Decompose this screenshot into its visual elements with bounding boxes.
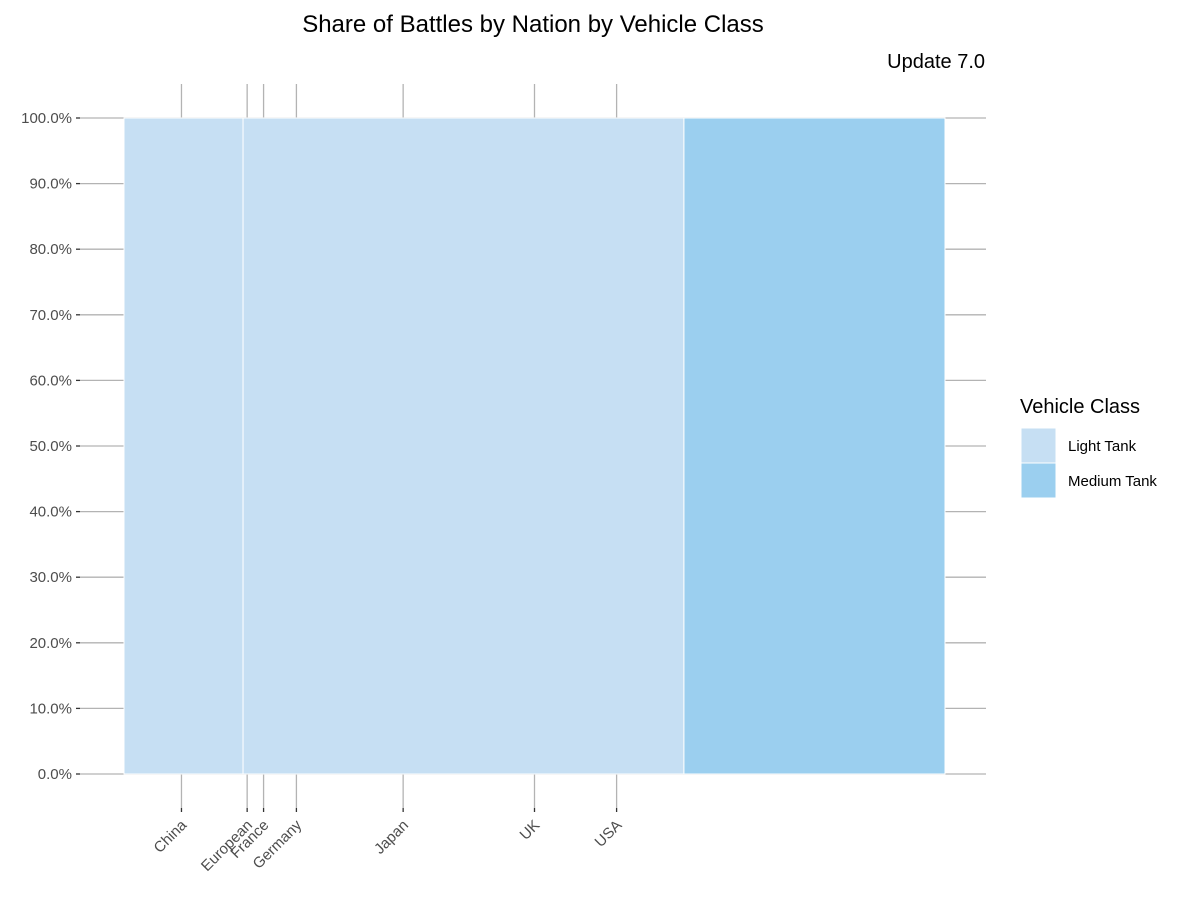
legend-label: Light Tank: [1068, 438, 1137, 455]
mosaic-segment: [683, 117, 946, 775]
x-tick-label: USA: [592, 817, 626, 851]
y-tick-label: 70.0%: [29, 307, 72, 324]
legend: Vehicle Class Light Tank Medium Tank: [1020, 396, 1157, 499]
legend-swatch: [1020, 427, 1057, 464]
chart-subtitle: Update 7.0: [887, 51, 985, 73]
mosaic-segment: [242, 117, 685, 775]
y-tick-label: 10.0%: [29, 700, 72, 717]
y-tick-label: 30.0%: [29, 569, 72, 586]
legend-label: Medium Tank: [1068, 473, 1157, 490]
legend-title: Vehicle Class: [1020, 396, 1140, 418]
y-tick-label: 80.0%: [29, 241, 72, 258]
y-tick-label: 20.0%: [29, 635, 72, 652]
x-tick-label: Japan: [371, 817, 412, 858]
chart-title: Share of Battles by Nation by Vehicle Cl…: [302, 11, 764, 38]
y-tick-label: 0.0%: [38, 766, 72, 783]
y-axis: 0.0% 10.0% 20.0% 30.0% 40.0% 50.0% 60.0% 70.0% 8…: [21, 110, 80, 783]
y-tick-label: 50.0%: [29, 438, 72, 455]
mosaic-segments: [123, 117, 946, 775]
y-tick-label: 40.0%: [29, 504, 72, 521]
x-tick-label: China: [151, 816, 191, 856]
y-tick-label: 60.0%: [29, 372, 72, 389]
legend-swatch: [1020, 462, 1057, 499]
y-tick-label: 100.0%: [21, 110, 72, 127]
y-tick-label: 90.0%: [29, 176, 72, 193]
mosaic-segment: [123, 117, 244, 775]
x-tick-label: UK: [517, 817, 544, 844]
